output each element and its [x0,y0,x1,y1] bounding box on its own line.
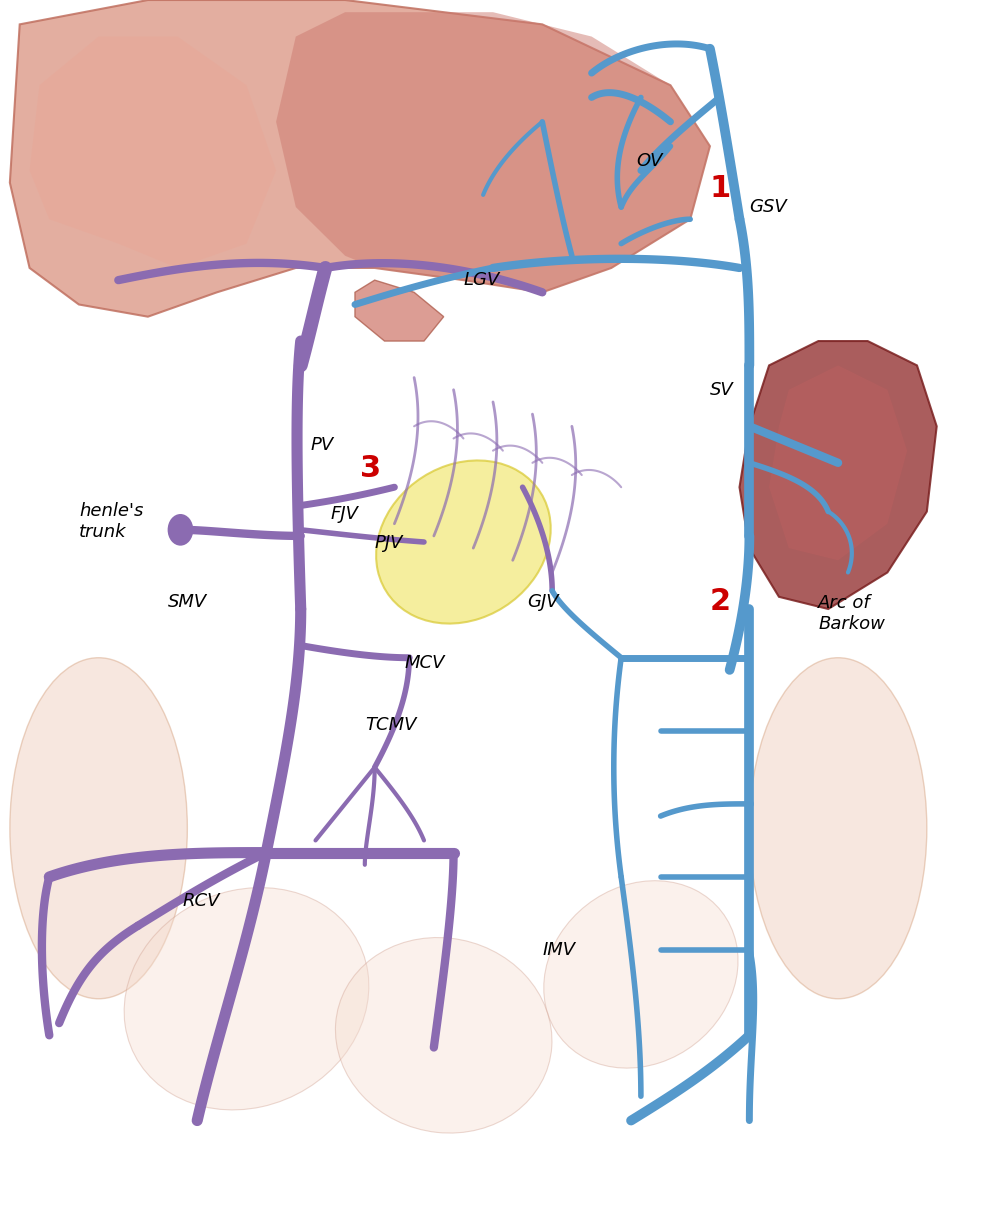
Text: RCV: RCV [182,893,220,910]
Polygon shape [355,280,444,341]
Text: LGV: LGV [463,272,500,289]
Text: 1: 1 [710,174,732,203]
Text: Arc of
Barkow: Arc of Barkow [818,594,885,633]
Circle shape [168,514,193,546]
Ellipse shape [543,881,739,1068]
Text: IMV: IMV [542,942,576,959]
Text: PJV: PJV [375,535,403,552]
Polygon shape [740,341,937,609]
Ellipse shape [124,888,369,1110]
Text: 2: 2 [710,587,731,616]
Ellipse shape [10,658,187,999]
Text: MCV: MCV [404,654,445,671]
Text: FJV: FJV [330,505,358,523]
Text: henle's
trunk: henle's trunk [79,502,143,541]
Ellipse shape [749,658,927,999]
Polygon shape [276,12,710,292]
Text: GSV: GSV [749,199,787,216]
Text: SV: SV [710,381,734,398]
Polygon shape [769,365,907,560]
Text: TCMV: TCMV [365,716,416,733]
Text: 3: 3 [360,454,381,484]
Text: OV: OV [636,152,663,169]
Text: SMV: SMV [168,593,207,610]
Polygon shape [30,37,276,268]
Text: PV: PV [311,436,334,453]
Ellipse shape [376,460,551,624]
Ellipse shape [335,938,552,1133]
Polygon shape [10,0,710,317]
Text: GJV: GJV [528,593,559,610]
